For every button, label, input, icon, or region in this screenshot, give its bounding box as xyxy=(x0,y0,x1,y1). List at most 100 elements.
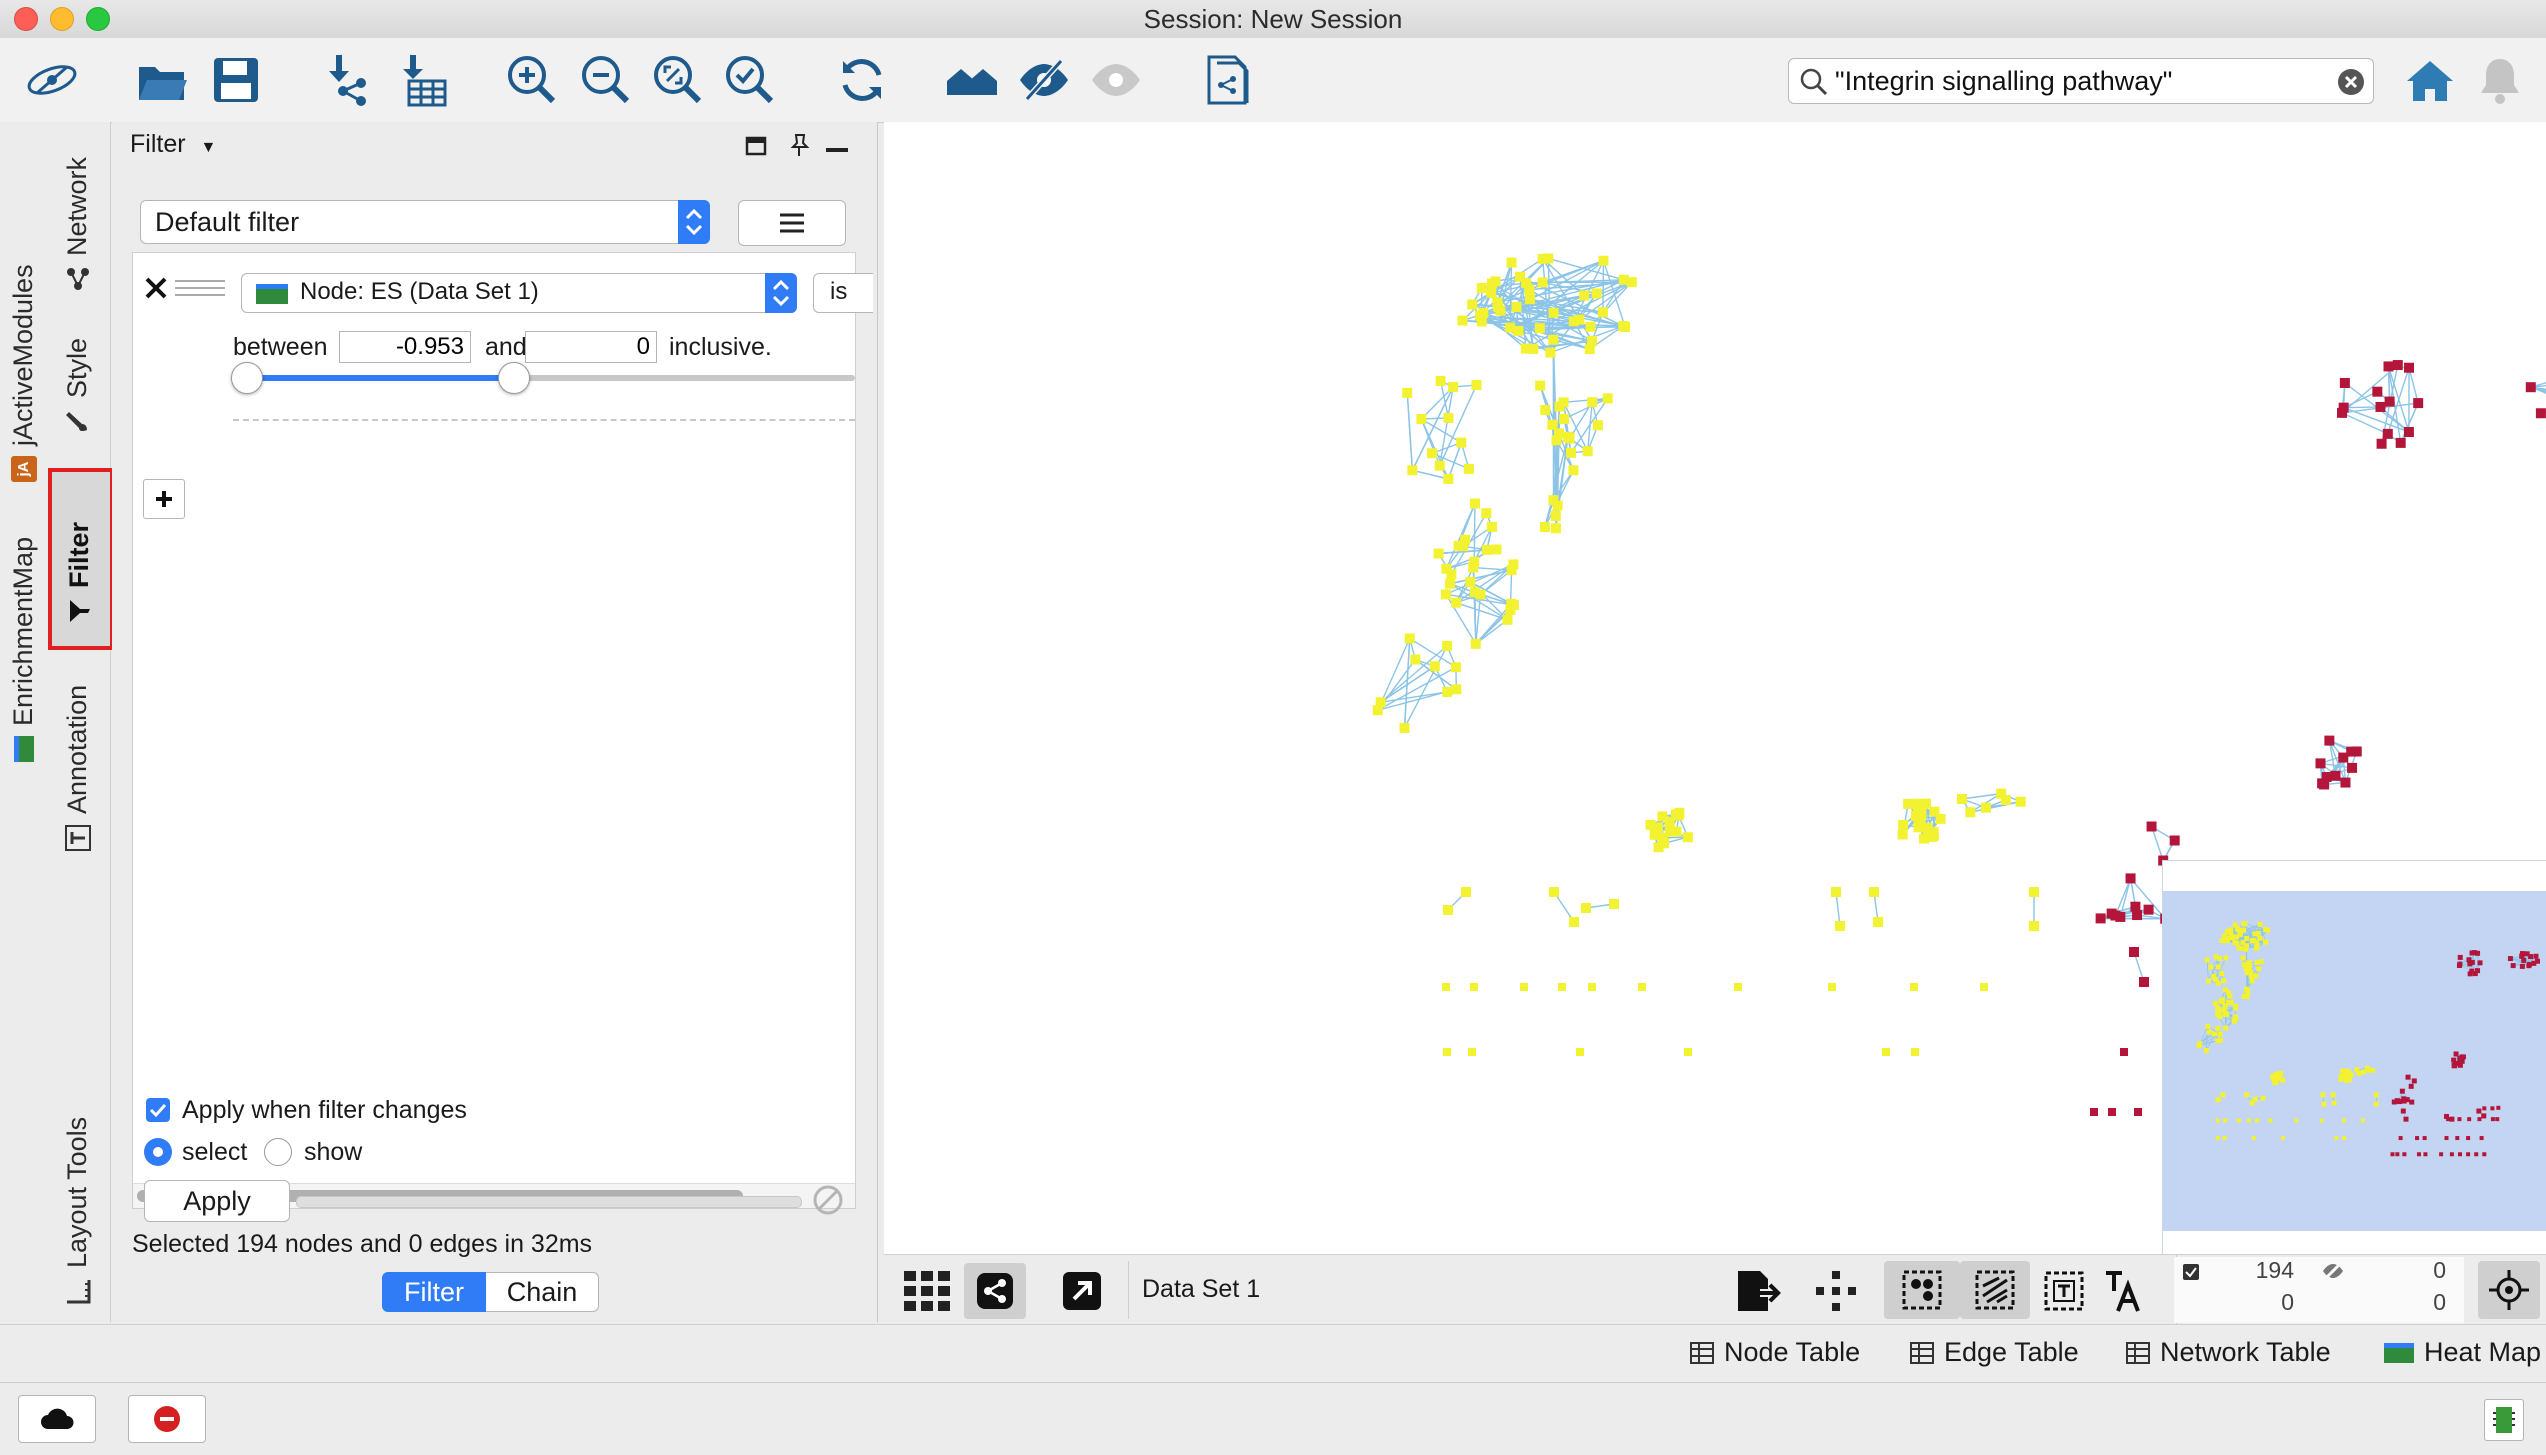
filter-options-menu-button[interactable] xyxy=(738,200,846,246)
tab-style[interactable]: Style xyxy=(62,338,93,434)
refresh-icon[interactable] xyxy=(832,50,892,110)
network-node xyxy=(1548,495,1558,505)
tab-filter[interactable]: Filter xyxy=(64,522,95,624)
control-panel-tabs: Network Style Filter Annotation jA jActi… xyxy=(0,122,111,1322)
zoom-fit-icon[interactable] xyxy=(648,50,708,110)
network-node xyxy=(1540,522,1550,532)
radio-show[interactable] xyxy=(264,1138,292,1166)
network-node xyxy=(2396,438,2406,448)
network-node xyxy=(1470,983,1478,991)
zoom-in-icon[interactable] xyxy=(502,50,562,110)
network-node xyxy=(2482,1106,2486,1110)
network-node xyxy=(2147,821,2157,831)
network-node xyxy=(1445,579,1455,589)
new-network-from-selection-icon[interactable] xyxy=(1198,50,1258,110)
tab-edge-table[interactable]: Edge Table xyxy=(1910,1337,2079,1368)
network-node xyxy=(2258,922,2263,927)
import-network-icon[interactable] xyxy=(318,50,378,110)
pin-icon[interactable] xyxy=(786,132,812,158)
clear-search-icon[interactable] xyxy=(2337,68,2365,101)
network-node xyxy=(2256,966,2261,971)
network-node xyxy=(1443,905,1453,915)
float-panel-icon[interactable] xyxy=(744,134,768,158)
zoom-selected-icon[interactable] xyxy=(720,50,780,110)
task-stop-button[interactable] xyxy=(128,1395,206,1443)
network-overview[interactable] xyxy=(2162,860,2546,1255)
column-select[interactable]: Node: ES (Data Set 1) xyxy=(241,273,797,313)
home-network-icon[interactable] xyxy=(942,50,1002,110)
network-node xyxy=(2385,397,2395,407)
cytoscape-logo-icon[interactable] xyxy=(22,50,82,110)
show-all-icon[interactable] xyxy=(1086,50,1146,110)
overview-viewport[interactable] xyxy=(2163,891,2546,1231)
network-node xyxy=(1684,1048,1692,1056)
network-node xyxy=(1458,316,1468,326)
memory-status-button[interactable] xyxy=(2484,1399,2524,1441)
network-node xyxy=(1456,438,1466,448)
notifications-bell-icon[interactable] xyxy=(2470,50,2530,110)
grid-view-icon[interactable] xyxy=(904,1271,950,1311)
tab-enrichmentmap[interactable]: EnrichmentMap xyxy=(8,537,39,762)
minimize-panel-icon[interactable] xyxy=(826,148,848,152)
network-node xyxy=(1513,326,1523,336)
tab-jactivemodules[interactable]: jA jActiveModules xyxy=(8,264,39,482)
radio-select[interactable] xyxy=(144,1138,172,1166)
operator-select[interactable]: is xyxy=(813,273,873,313)
tab-network[interactable]: Network xyxy=(62,157,93,292)
apply-when-changes-checkbox[interactable] xyxy=(146,1098,170,1122)
tab-node-table[interactable]: Node Table xyxy=(1690,1337,1860,1368)
filter-select[interactable]: Default filter xyxy=(140,200,710,244)
drag-handle-icon[interactable] xyxy=(175,279,225,297)
network-node xyxy=(2482,1152,2486,1156)
network-canvas[interactable] xyxy=(884,122,2546,1254)
range-slider-low-knob[interactable] xyxy=(231,362,263,394)
network-node xyxy=(2233,1005,2238,1010)
detach-view-icon[interactable] xyxy=(1062,1271,1102,1311)
tab-heat-map[interactable]: Heat Map xyxy=(2384,1337,2541,1368)
network-node xyxy=(1921,799,1931,809)
tab-filter-mode[interactable]: Filter xyxy=(382,1272,486,1312)
select-nodes-toggle[interactable] xyxy=(1884,1261,1960,1319)
range-slider-track[interactable] xyxy=(233,375,855,381)
show-graphics-details-icon[interactable] xyxy=(1816,1271,1856,1311)
cytoscape-cloud-button[interactable] xyxy=(18,1395,96,1443)
network-node xyxy=(1588,983,1596,991)
remove-condition-icon[interactable] xyxy=(143,275,169,301)
import-table-icon[interactable] xyxy=(392,50,452,110)
add-condition-button[interactable] xyxy=(143,479,185,519)
tab-chain-mode[interactable]: Chain xyxy=(486,1272,599,1312)
network-node xyxy=(1471,639,1481,649)
save-session-icon[interactable] xyxy=(206,50,266,110)
max-value-field[interactable] xyxy=(525,331,657,363)
toggle-overview-button[interactable] xyxy=(2478,1261,2540,1319)
search-input[interactable] xyxy=(1833,63,2317,99)
show-labels-icon[interactable] xyxy=(2102,1269,2146,1313)
search-icon xyxy=(1799,67,1829,102)
range-slider-high-knob[interactable] xyxy=(498,362,530,394)
select-edges-toggle[interactable] xyxy=(1960,1261,2030,1319)
panel-header-menu[interactable]: Filter ▼ xyxy=(130,130,216,159)
network-node xyxy=(2241,921,2246,926)
network-node xyxy=(2130,902,2140,912)
network-node xyxy=(2281,1136,2285,1140)
table-panel-tabs: Node Table Edge Table Network Table Heat… xyxy=(0,1324,2546,1383)
network-node xyxy=(2342,1136,2346,1140)
hide-selected-icon[interactable] xyxy=(1014,50,1074,110)
network-node xyxy=(1620,322,1630,332)
cancel-icon[interactable] xyxy=(812,1184,844,1216)
min-value-field[interactable] xyxy=(339,331,471,363)
select-annotations-icon[interactable] xyxy=(2044,1271,2084,1311)
zoom-out-icon[interactable] xyxy=(576,50,636,110)
network-node xyxy=(2340,378,2350,388)
open-session-icon[interactable] xyxy=(132,50,192,110)
network-node xyxy=(1957,794,1967,804)
network-view-mode-button[interactable] xyxy=(964,1263,1026,1319)
export-image-icon[interactable] xyxy=(1734,1269,1782,1313)
tab-annotation[interactable]: Annotation xyxy=(62,685,93,852)
tab-layout-tools[interactable]: Layout Tools xyxy=(62,1117,93,1304)
home-icon[interactable] xyxy=(2400,50,2460,110)
tab-network-table[interactable]: Network Table xyxy=(2126,1337,2331,1368)
network-node xyxy=(2129,947,2139,957)
apply-button[interactable]: Apply xyxy=(144,1180,290,1222)
search-box[interactable] xyxy=(1788,58,2374,104)
